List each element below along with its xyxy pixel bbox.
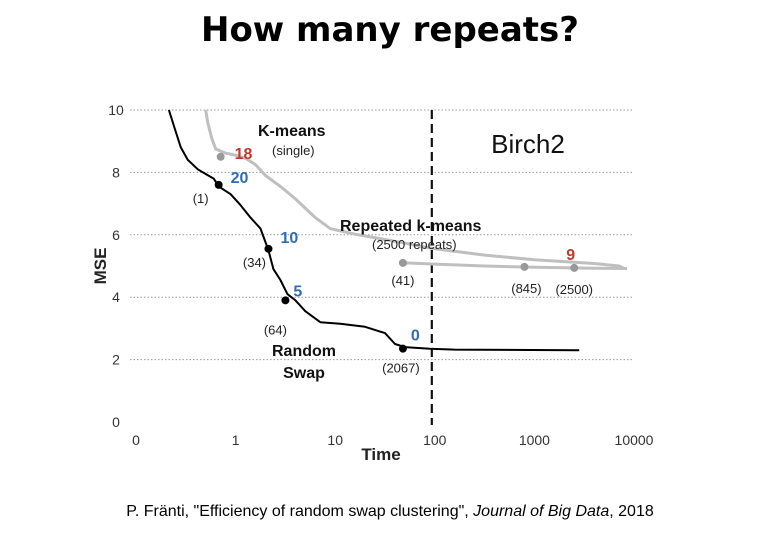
data-label: 10 [280, 230, 298, 247]
series-repeated-k-means [404, 261, 628, 270]
y-tick-label: 10 [108, 102, 124, 118]
data-label: 20 [231, 170, 249, 187]
data-label: 18 [235, 146, 253, 163]
citation-prefix: P. Fränti, "Efficiency of random swap cl… [126, 503, 474, 520]
x-tick-label: 100 [423, 432, 447, 448]
time-label: (2067) [382, 361, 420, 376]
y-tick-label: 8 [112, 164, 120, 180]
time-label: (845) [511, 281, 541, 296]
data-point [570, 263, 579, 272]
time-label: (34) [243, 255, 266, 270]
random-swap-label-line1: Random [272, 343, 336, 360]
data-point [398, 258, 407, 267]
series-layer [167, 109, 628, 352]
time-label: (41) [391, 273, 414, 288]
data-label: 5 [293, 283, 302, 300]
data-label: 0 [411, 328, 420, 345]
x-tick-label: 1000 [519, 432, 550, 448]
citation-suffix: , 2018 [609, 503, 654, 520]
kmeans-label: K-means [258, 123, 326, 140]
data-label: 9 [566, 247, 575, 264]
x-tick-label: 10 [327, 432, 343, 448]
time-label: (2500) [555, 282, 593, 297]
time-label: (1) [193, 191, 209, 206]
y-tick-label: 0 [112, 414, 120, 430]
series-random-swap [167, 109, 580, 352]
data-point [281, 296, 290, 305]
y-tick-label: 4 [112, 289, 120, 305]
x-tick-label: 10000 [615, 432, 654, 448]
slide-title: How many repeats? [200, 10, 580, 50]
dataset-label: Birch2 [491, 129, 565, 159]
time-label: (64) [264, 322, 287, 337]
grid-layer [130, 109, 632, 425]
x-tick-label: 0 [132, 432, 140, 448]
data-point [520, 262, 529, 271]
data-point [398, 344, 407, 353]
repeated-kmeans-label: Repeated k-means [340, 218, 481, 235]
y-axis-label: MSE [91, 248, 110, 285]
series-k-means [204, 109, 625, 270]
kmeans-subtitle: (single) [272, 143, 315, 158]
citation-journal: Journal of Big Data [473, 503, 610, 520]
data-point [264, 244, 273, 253]
x-axis-label: Time [361, 445, 400, 464]
marker-layer [214, 152, 579, 353]
x-tick-label: 1 [232, 432, 240, 448]
data-point [214, 180, 223, 189]
y-tick-label: 6 [112, 227, 120, 243]
random-swap-label-line2: Swap [283, 365, 325, 382]
label-layer: 18 20 (1) 10 (34) 5 (64) 0 (2067) (41) (845) 9 (2500… [193, 123, 593, 382]
y-tick-label: 2 [112, 352, 120, 368]
data-point [216, 152, 225, 161]
repeated-kmeans-subtitle: (2500 repeats) [372, 237, 457, 252]
citation: P. Fränti, "Efficiency of random swap cl… [0, 503, 780, 521]
